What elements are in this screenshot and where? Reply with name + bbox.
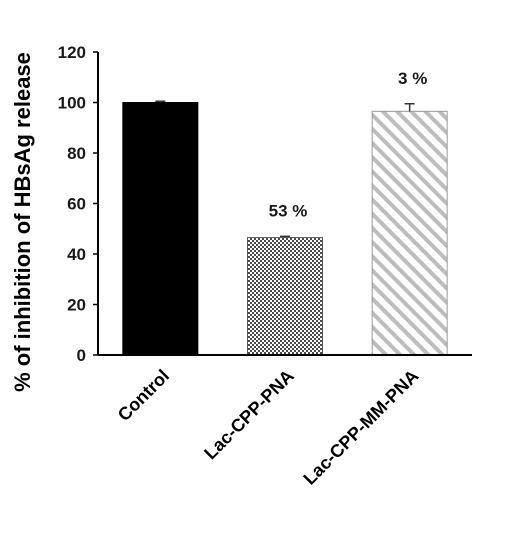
x-category-label: Lac-CPP-MM-PNA	[299, 366, 422, 489]
data-label: 53 %	[269, 201, 308, 220]
y-tick-label: 40	[67, 245, 86, 264]
y-tick-label: 100	[58, 94, 86, 113]
data-labels-group: 53 % 3 %	[269, 69, 428, 221]
bars-group	[122, 100, 448, 356]
y-tick-label: 60	[67, 195, 86, 214]
x-category-label: Lac-CPP-PNA	[200, 366, 298, 464]
y-axis-ticks: 0 20 40 60 80 100 120	[58, 43, 98, 365]
y-tick-label: 20	[67, 296, 86, 315]
y-tick-label: 0	[77, 346, 86, 365]
y-tick-label: 80	[67, 144, 86, 163]
y-tick-label: 120	[58, 43, 86, 62]
bar-control	[122, 102, 199, 356]
bar-lac-cpp-mm-pna	[371, 110, 448, 356]
x-axis-labels: Control Lac-CPP-PNA Lac-CPP-MM-PNA	[114, 366, 423, 489]
y-axis-label: % of inhibition of HBsAg release	[10, 52, 35, 392]
x-category-label: Control	[114, 366, 173, 425]
bar-lac-cpp-pna	[247, 237, 323, 356]
data-label: 3 %	[398, 69, 427, 88]
